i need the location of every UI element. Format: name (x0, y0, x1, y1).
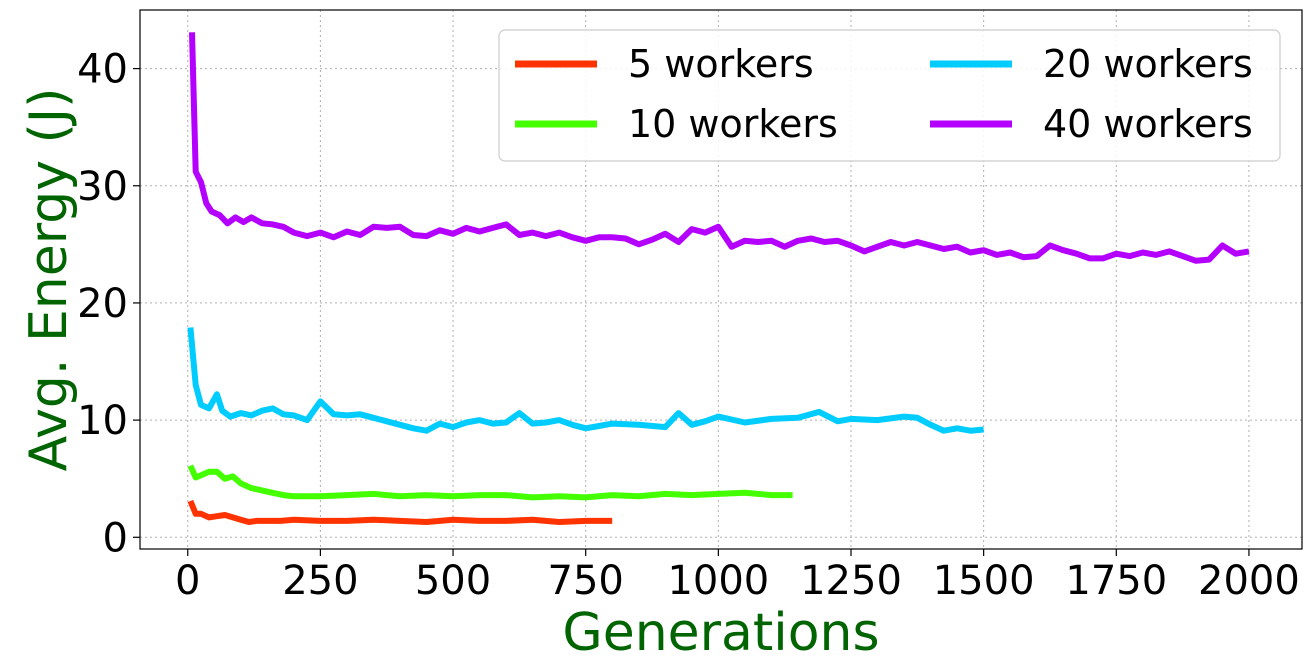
x-tick-label: 1750 (1065, 558, 1167, 604)
x-tick-label: 1500 (933, 558, 1035, 604)
y-axis: 0 10 20 30 40 (77, 47, 140, 561)
x-tick-label: 1250 (800, 558, 902, 604)
legend-box (498, 29, 1281, 162)
y-axis-label: Avg. Energy (J) (19, 88, 79, 472)
y-tick-label: 0 (103, 515, 128, 561)
x-axis-label: Generations (562, 603, 879, 663)
y-tick-label: 30 (77, 164, 128, 210)
x-tick-label: 750 (548, 558, 624, 604)
x-tick-label: 1000 (667, 558, 769, 604)
series-line-2 (187, 464, 793, 501)
y-tick-label: 20 (77, 281, 128, 327)
x-tick-label: 500 (415, 558, 491, 604)
plot-frame (139, 9, 1303, 550)
series-line-1 (187, 499, 613, 525)
legend-label: 5 workers (628, 42, 814, 86)
y-tick-label: 40 (77, 47, 128, 93)
series-line-4 (189, 32, 1250, 264)
x-tick-label: 2000 (1198, 558, 1300, 604)
legend: 5 workers 10 workers 20 workers 40 workers (498, 29, 1281, 162)
x-tick-label: 0 (175, 558, 200, 604)
y-tick-label: 10 (77, 398, 128, 444)
x-tick-label: 250 (282, 558, 358, 604)
legend-label: 40 workers (1043, 102, 1253, 146)
series-layer (187, 32, 1250, 525)
series-line-3 (187, 327, 984, 434)
legend-label: 20 workers (1043, 42, 1253, 86)
x-axis: 0 250 500 750 1000 1250 1500 1750 2000 (175, 549, 1300, 604)
legend-label: 10 workers (628, 102, 838, 146)
